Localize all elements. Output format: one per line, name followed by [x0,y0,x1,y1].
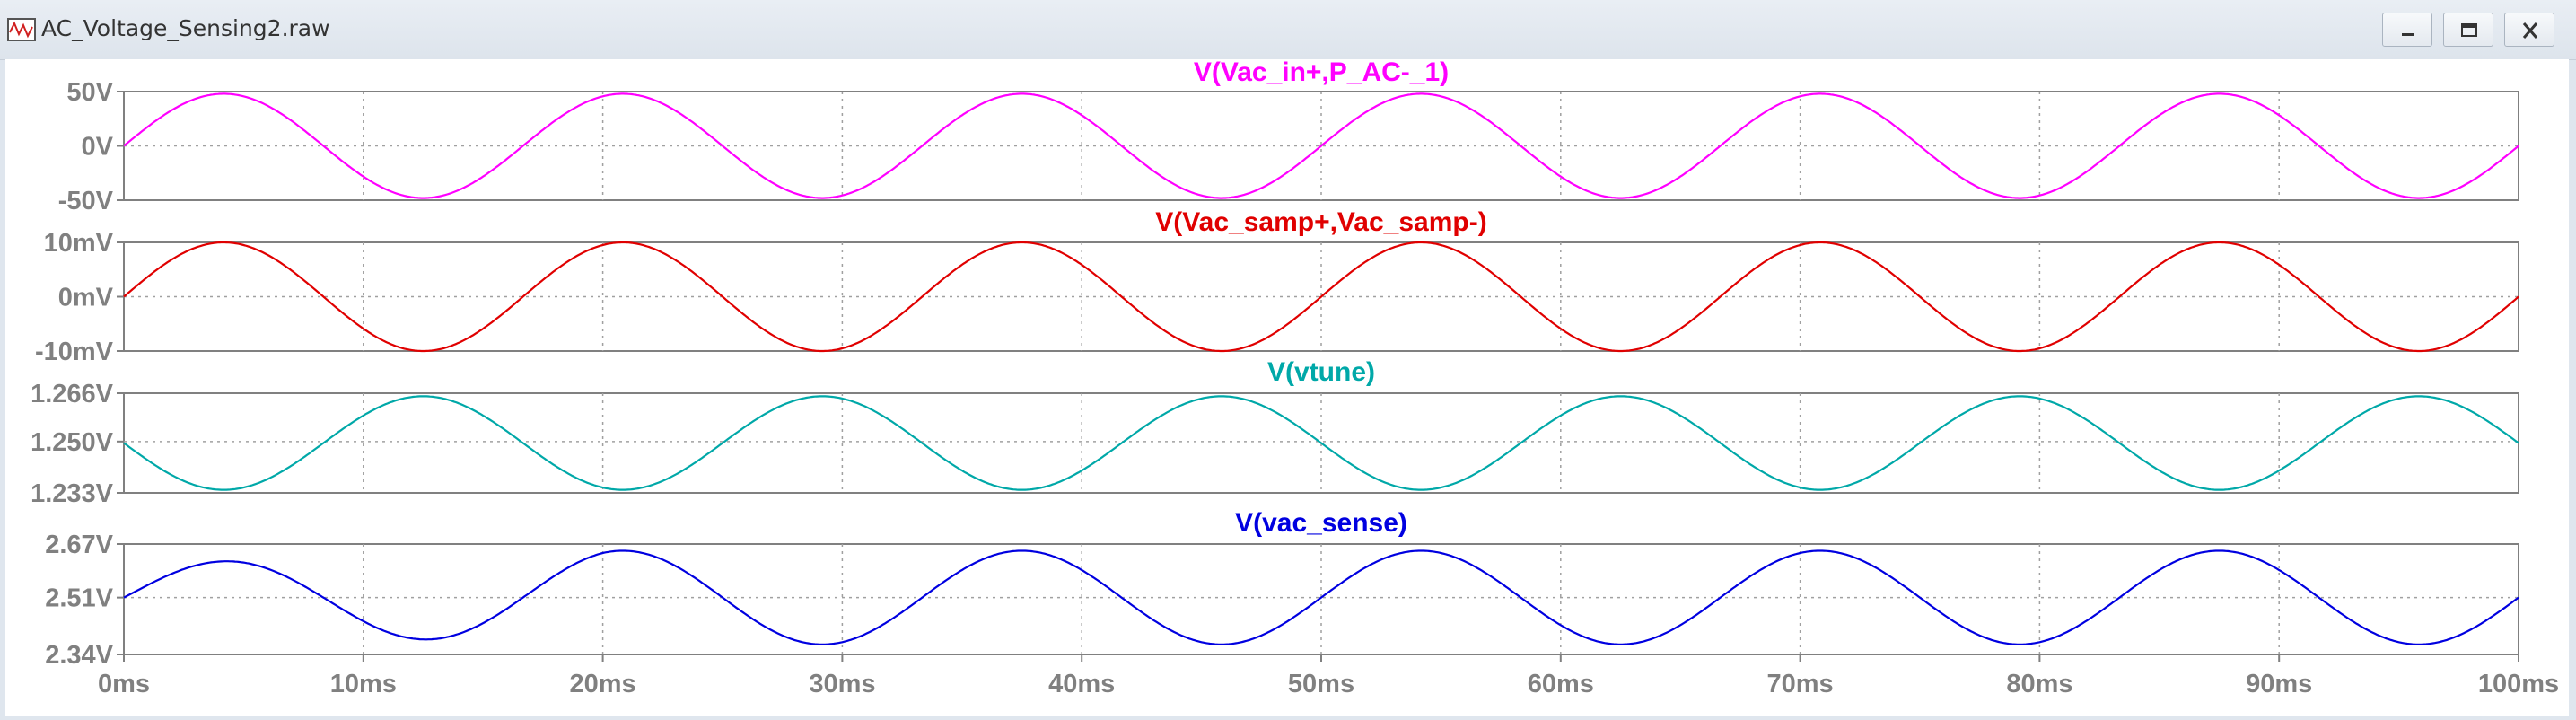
x-tick-label: 0ms [98,670,150,698]
minimize-icon [2383,13,2433,48]
waveform-plots[interactable]: 50V 0V -50V V(Vac_in+,P_AC-_1) 10mV 0mV -10mV V… [5,59,2569,716]
x-tick-label: 60ms [1528,670,1594,698]
x-tick-label: 100ms [2478,670,2559,698]
trace-title: V(vtune) [1267,357,1375,387]
x-tick-label: 50ms [1288,670,1354,698]
y-tick-label: 2.67V [45,531,113,559]
y-tick-label: -10mV [35,338,114,366]
close-button[interactable] [2504,13,2554,47]
y-tick-label: 10mV [44,229,114,258]
y-tick-label: -50V [58,187,114,215]
x-tick-label: 80ms [2006,670,2072,698]
trace-title: V(vac_sense) [1235,508,1407,538]
waveform-viewer[interactable]: 50V 0V -50V V(Vac_in+,P_AC-_1) 10mV 0mV -10mV V… [5,59,2569,716]
x-tick-label: 30ms [809,670,875,698]
trace-title: V(Vac_samp+,Vac_samp-) [1155,207,1486,237]
x-tick-label: 10ms [330,670,397,698]
waveform-app-icon [7,16,38,43]
close-icon [2505,13,2555,48]
maximize-button[interactable] [2443,13,2493,47]
window-title: AC_Voltage_Sensing2.raw [41,15,330,41]
y-tick-label: 2.51V [45,584,113,613]
waveform-trace [124,396,2519,489]
y-tick-label: 2.34V [45,641,113,670]
y-tick-label: 1.233V [31,479,114,508]
y-tick-label: 50V [66,78,113,107]
y-tick-label: 0V [82,133,114,162]
trace-title: V(Vac_in+,P_AC-_1) [1194,59,1449,87]
minimize-button[interactable] [2382,13,2432,47]
window-titlebar: AC_Voltage_Sensing2.raw [0,0,2576,60]
x-tick-label: 90ms [2246,670,2312,698]
x-tick-label: 40ms [1048,670,1115,698]
x-tick-label: 70ms [1767,670,1834,698]
y-tick-label: 1.266V [31,380,114,408]
x-tick-label: 20ms [570,670,636,698]
y-tick-label: 1.250V [31,428,114,457]
y-tick-label: 0mV [58,284,114,312]
maximize-icon [2444,13,2494,48]
